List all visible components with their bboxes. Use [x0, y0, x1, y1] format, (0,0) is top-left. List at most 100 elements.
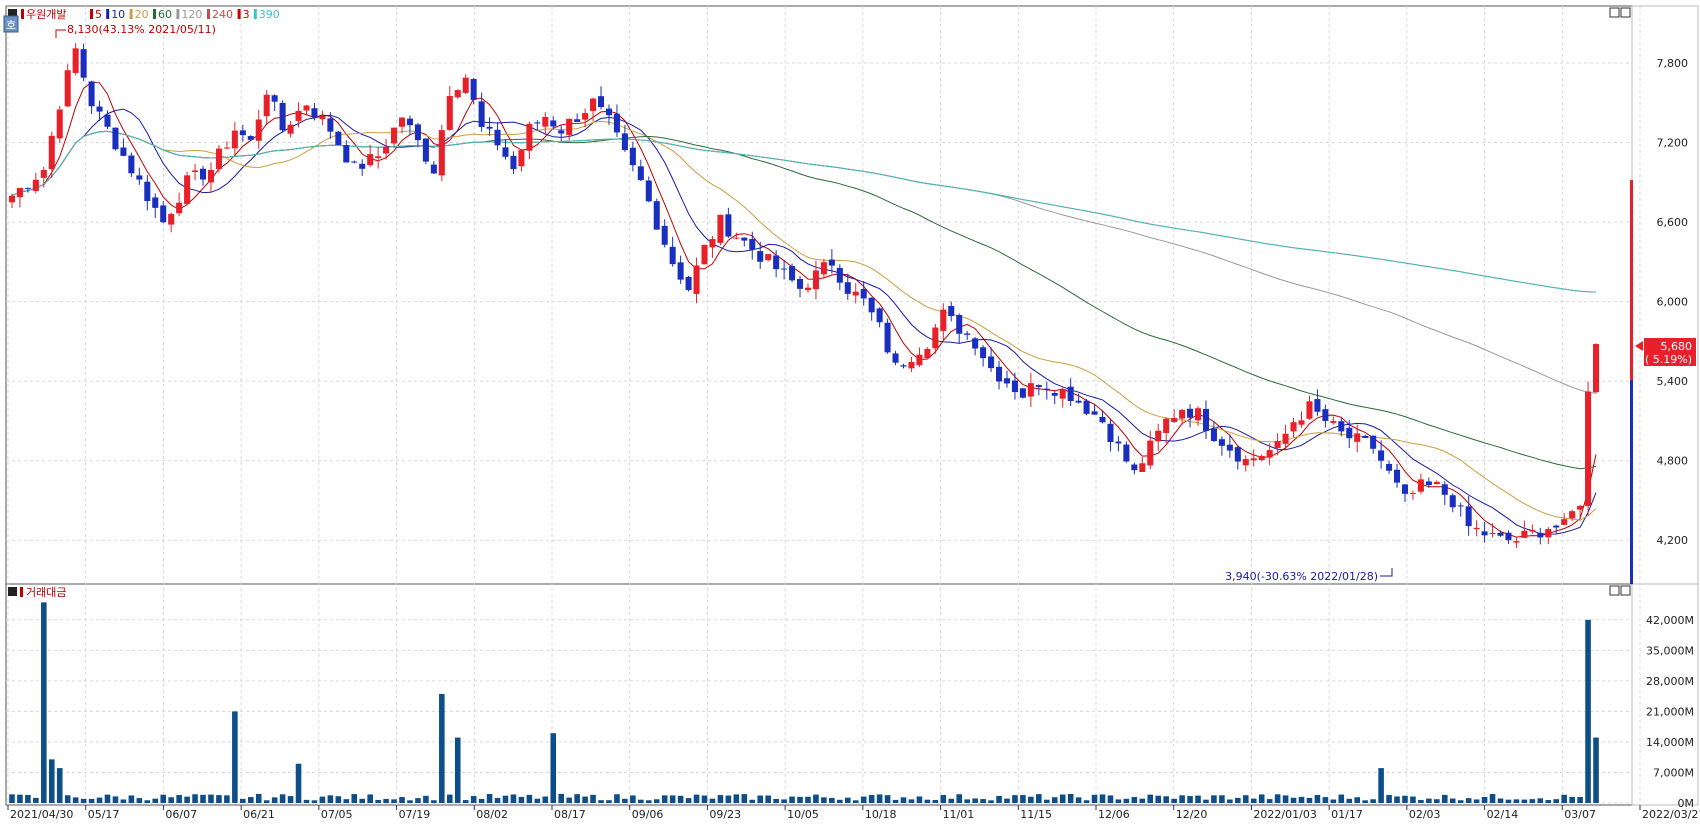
- volume-bar: [908, 799, 915, 803]
- volume-bar: [216, 795, 222, 803]
- current-price-change: ( 5.19%): [1645, 353, 1692, 366]
- volume-bar: [1131, 797, 1138, 803]
- volume-bar: [1481, 796, 1488, 803]
- candle-body: [88, 81, 95, 107]
- candle-body: [1003, 378, 1011, 384]
- volume-bar: [1473, 799, 1480, 803]
- candle-body: [597, 96, 605, 108]
- volume-bar: [494, 797, 501, 803]
- candle-body: [231, 130, 238, 149]
- candle-body: [534, 122, 541, 124]
- candle-body: [383, 146, 390, 154]
- candle-body: [1067, 386, 1074, 401]
- candle-body: [1187, 408, 1194, 418]
- candle-body: [1083, 400, 1090, 414]
- volume-bar: [1242, 795, 1249, 803]
- volume-bar: [1187, 796, 1193, 803]
- candle-body: [351, 161, 358, 163]
- candle-body: [287, 124, 294, 134]
- volume-bar: [454, 737, 461, 803]
- volume-panel-frame: [5, 583, 1633, 806]
- date-tick-label: 2022/01/03: [1253, 808, 1316, 821]
- candle-body: [128, 155, 135, 174]
- candle-body: [741, 237, 748, 241]
- volume-bar: [1211, 795, 1217, 803]
- date-tick-label: 08/02: [476, 808, 508, 821]
- candle-body: [1497, 532, 1504, 536]
- volume-axis-labels: 42,000M 35,000M 28,000M 21,000M 14,000M 7,000…: [1646, 614, 1694, 810]
- candle-body: [1075, 400, 1082, 403]
- volume-bar: [757, 795, 764, 803]
- volume-bar: [669, 795, 676, 803]
- candle-body: [391, 127, 398, 144]
- candle-body: [1585, 391, 1592, 507]
- volume-bar: [48, 759, 55, 803]
- volume-bar: [176, 795, 182, 803]
- volume-bar: [693, 794, 700, 803]
- candle-body: [1155, 430, 1162, 442]
- volume-bar: [1043, 799, 1050, 803]
- volume-menu-icon[interactable]: [8, 587, 17, 596]
- price-candles: [8, 43, 1600, 549]
- candle-body: [685, 276, 692, 291]
- volume-bar: [470, 796, 477, 803]
- volume-panel-restore-button[interactable]: [1609, 585, 1620, 596]
- price-panel-close-button[interactable]: [1620, 7, 1631, 18]
- volume-bar: [574, 794, 580, 803]
- volume-bar: [168, 797, 174, 803]
- side-badge-box[interactable]: [3, 15, 19, 33]
- date-tick-label: 10/18: [865, 808, 897, 821]
- volume-bar: [319, 796, 326, 803]
- volume-axis-tick: 42,000M: [1646, 614, 1694, 627]
- date-tick-label: 12/06: [1098, 808, 1130, 821]
- date-tick-label: 05/17: [88, 808, 120, 821]
- volume-bar: [1306, 797, 1313, 803]
- candle-body: [1234, 447, 1241, 462]
- volume-bars: [9, 602, 1599, 803]
- side-badge[interactable]: 호: [6, 19, 16, 32]
- candle-body: [1553, 525, 1560, 528]
- legend-menu-icon[interactable]: [8, 9, 17, 18]
- candle-body: [677, 262, 684, 280]
- volume-bar: [9, 794, 15, 803]
- candle-body: [1091, 411, 1098, 415]
- volume-bar: [1195, 795, 1201, 803]
- date-tick-label: 09/23: [709, 808, 741, 821]
- volume-bar: [1330, 799, 1337, 803]
- volume-bar: [415, 798, 421, 803]
- candle-body: [645, 180, 652, 202]
- volume-bar: [383, 798, 389, 803]
- volume-bar: [1402, 795, 1408, 803]
- candle-body: [1378, 450, 1385, 461]
- volume-bar: [1083, 800, 1090, 803]
- volume-bar: [1282, 795, 1289, 803]
- volume-bar: [295, 763, 302, 803]
- volume-bar: [1386, 794, 1392, 803]
- candle-body: [398, 117, 406, 127]
- candle-body: [120, 147, 127, 156]
- candle-body: [717, 214, 724, 243]
- price-panel-restore-button[interactable]: [1609, 7, 1620, 18]
- candle-body: [1561, 519, 1568, 525]
- candle-body: [1577, 505, 1584, 510]
- volume-bar: [661, 795, 668, 803]
- volume-bar: [224, 795, 230, 803]
- candle-body: [1370, 435, 1377, 449]
- candle-body: [1362, 435, 1369, 438]
- volume-bar: [431, 800, 437, 803]
- volume-bar: [247, 797, 254, 803]
- volume-bar: [709, 798, 716, 803]
- candle-body: [1035, 385, 1042, 387]
- candle-body: [1441, 484, 1448, 495]
- candle-body: [1115, 441, 1122, 444]
- date-tick-label: 10/05: [787, 808, 819, 821]
- moving-average-lines: [11, 81, 1597, 538]
- volume-panel-close-button[interactable]: [1620, 585, 1631, 596]
- candle-body: [104, 114, 111, 127]
- legend-item: 5: [95, 8, 102, 21]
- volume-bar: [900, 797, 907, 803]
- volume-title-marker: [20, 587, 23, 597]
- volume-bar: [844, 797, 851, 803]
- volume-bar: [232, 711, 238, 803]
- date-tick-label: 03/07: [1564, 808, 1596, 821]
